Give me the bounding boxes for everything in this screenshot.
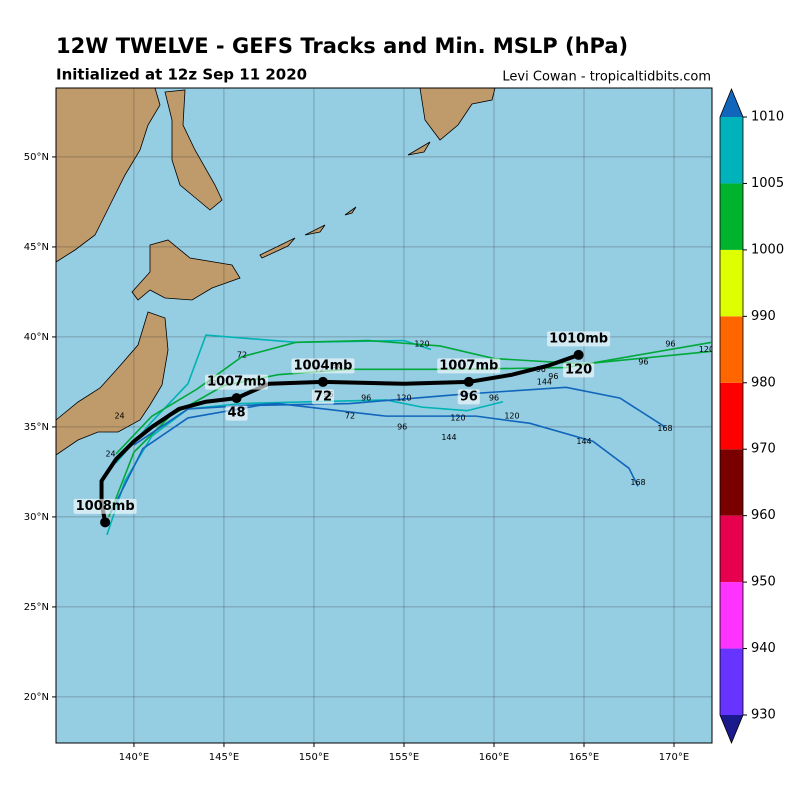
label-box [457,389,480,405]
colorbar-bin [720,648,743,715]
colorbar-label: 980 [751,375,776,390]
member-label: 24 [105,449,115,458]
mean-label: 96 [460,389,478,404]
member-label: 144 [537,377,552,386]
colorbar-label: 930 [751,708,776,723]
x-tick-label: 145°E [209,752,239,763]
y-tick-label: 50°N [24,152,49,163]
member-track [115,334,432,464]
credit: Levi Cowan - tropicaltidbits.com [502,70,711,85]
x-tick-label: 170°E [659,752,689,763]
member-label: 168 [657,424,672,433]
member-track [108,341,712,518]
colorbar-bin [720,449,743,516]
mean-label: 1007mb [439,358,498,373]
colorbar-label: 950 [751,575,776,590]
label-box [205,374,269,390]
mean-label: 1007mb [207,375,266,390]
subtitle: Initialized at 12z Sep 11 2020 [56,66,307,84]
y-tick-label: 30°N [24,512,49,523]
mean-point [573,349,584,360]
colorbar-label: 990 [751,309,776,324]
label-box [563,362,595,378]
mean-point [231,393,242,404]
member-label: 144 [441,433,456,442]
colorbar-under [720,715,743,743]
mean-label: 1008mb [76,499,135,514]
member-label: 96 [665,340,675,349]
member-label: 168 [630,478,645,487]
label-box [291,358,355,374]
member-label: 96 [638,358,648,367]
mean-label: 120 [565,362,592,377]
label-box [73,498,137,514]
colorbar-bin [720,382,743,450]
mean-track [99,353,580,523]
member-track [115,339,712,455]
colorbar-bin [720,249,743,317]
member-label: 96 [397,422,407,431]
mean-label: 72 [314,389,332,404]
mean-point [317,376,328,387]
member-label: 120 [396,394,411,403]
mean-label: 1010mb [549,331,608,346]
x-tick-label: 160°E [479,752,509,763]
label-box [547,331,611,347]
colorbar-label: 1005 [751,176,784,191]
member-label: 120 [450,413,465,422]
y-tick-label: 35°N [24,422,49,433]
colorbar-label: 940 [751,641,776,656]
mean-point [100,517,111,528]
title: 12W TWELVE - GEFS Tracks and Min. MSLP (… [56,34,628,58]
member-label: 96 [489,394,499,403]
colorbar-bin [720,183,743,250]
x-tick-label: 150°E [299,752,329,763]
member-label: 120 [504,412,519,421]
member-label: 72 [345,412,355,421]
member-label: 96 [548,372,558,381]
member-label: 24 [114,412,124,421]
member-label: 120 [414,340,429,349]
member-label: 96 [361,394,371,403]
colorbar-bin [720,582,743,649]
mean-point [463,376,474,387]
y-tick-label: 45°N [24,242,49,253]
colorbar-bin [720,316,743,383]
colorbar-label: 960 [751,508,776,523]
member-label: 120 [699,345,714,354]
colorbar-over [720,89,743,117]
member-label: 72 [237,350,247,359]
y-tick-label: 25°N [24,602,49,613]
map-frame [55,87,713,744]
colorbar-label: 1010 [751,110,784,125]
colorbar-label: 970 [751,442,776,457]
member-label: 144 [576,437,591,446]
x-tick-label: 165°E [569,752,599,763]
member-track [109,386,666,514]
colorbar-label: 1000 [751,242,784,257]
colorbar-bin [720,117,743,184]
mean-label: 1004mb [293,358,352,373]
y-tick-label: 20°N [24,692,49,703]
x-tick-label: 140°E [119,752,149,763]
member-track [133,402,639,487]
colorbar-bin [720,515,743,583]
label-box [225,405,248,421]
label-box [437,358,501,374]
label-box [311,389,335,405]
mean-label: 48 [228,406,246,421]
y-tick-label: 40°N [24,332,49,343]
x-tick-label: 155°E [389,752,419,763]
